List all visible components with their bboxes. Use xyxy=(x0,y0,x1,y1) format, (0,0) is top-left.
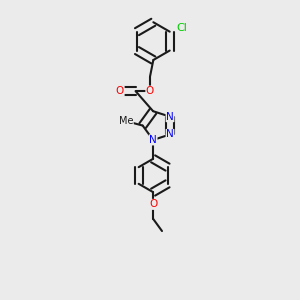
Text: N: N xyxy=(166,129,174,140)
Text: N: N xyxy=(166,112,174,122)
Text: O: O xyxy=(149,200,157,209)
Text: N: N xyxy=(149,135,157,145)
Text: O: O xyxy=(146,86,154,96)
Text: O: O xyxy=(116,86,124,96)
Text: Me: Me xyxy=(119,116,133,126)
Text: Cl: Cl xyxy=(176,23,188,33)
